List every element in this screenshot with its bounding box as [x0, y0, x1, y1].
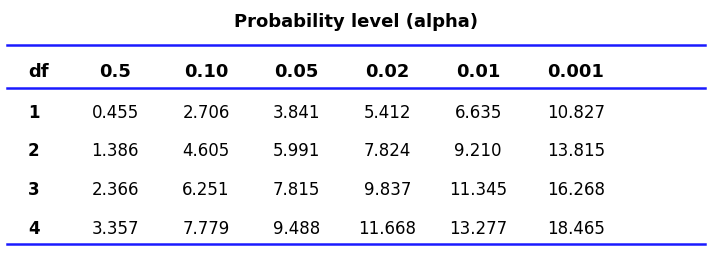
Text: 4: 4: [28, 219, 40, 237]
Text: 7.779: 7.779: [182, 219, 229, 237]
Text: 5.412: 5.412: [364, 103, 411, 121]
Text: df: df: [28, 62, 48, 80]
Text: 6.251: 6.251: [182, 181, 230, 198]
Text: 7.824: 7.824: [364, 142, 411, 160]
Text: 9.488: 9.488: [273, 219, 320, 237]
Text: 3.357: 3.357: [92, 219, 139, 237]
Text: 18.465: 18.465: [547, 219, 604, 237]
Text: 9.210: 9.210: [454, 142, 502, 160]
Text: 0.02: 0.02: [365, 62, 409, 80]
Text: 3: 3: [28, 181, 40, 198]
Text: Probability level (alpha): Probability level (alpha): [234, 12, 478, 30]
Text: 0.01: 0.01: [456, 62, 501, 80]
Text: 16.268: 16.268: [547, 181, 604, 198]
Text: 3.841: 3.841: [273, 103, 320, 121]
Text: 5.991: 5.991: [273, 142, 320, 160]
Text: 2: 2: [28, 142, 40, 160]
Text: 1.386: 1.386: [92, 142, 139, 160]
Text: 11.668: 11.668: [358, 219, 417, 237]
Text: 1: 1: [28, 103, 40, 121]
Text: 13.815: 13.815: [547, 142, 605, 160]
Text: 10.827: 10.827: [547, 103, 604, 121]
Text: 0.05: 0.05: [275, 62, 319, 80]
Text: 0.10: 0.10: [184, 62, 228, 80]
Text: 7.815: 7.815: [273, 181, 320, 198]
Text: 9.837: 9.837: [364, 181, 411, 198]
Text: 2.706: 2.706: [182, 103, 230, 121]
Text: 4.605: 4.605: [182, 142, 229, 160]
Text: 11.345: 11.345: [449, 181, 507, 198]
Text: 13.277: 13.277: [449, 219, 507, 237]
Text: 0.455: 0.455: [92, 103, 139, 121]
Text: 0.5: 0.5: [100, 62, 131, 80]
Text: 0.001: 0.001: [548, 62, 604, 80]
Text: 2.366: 2.366: [92, 181, 139, 198]
Text: 6.635: 6.635: [454, 103, 502, 121]
